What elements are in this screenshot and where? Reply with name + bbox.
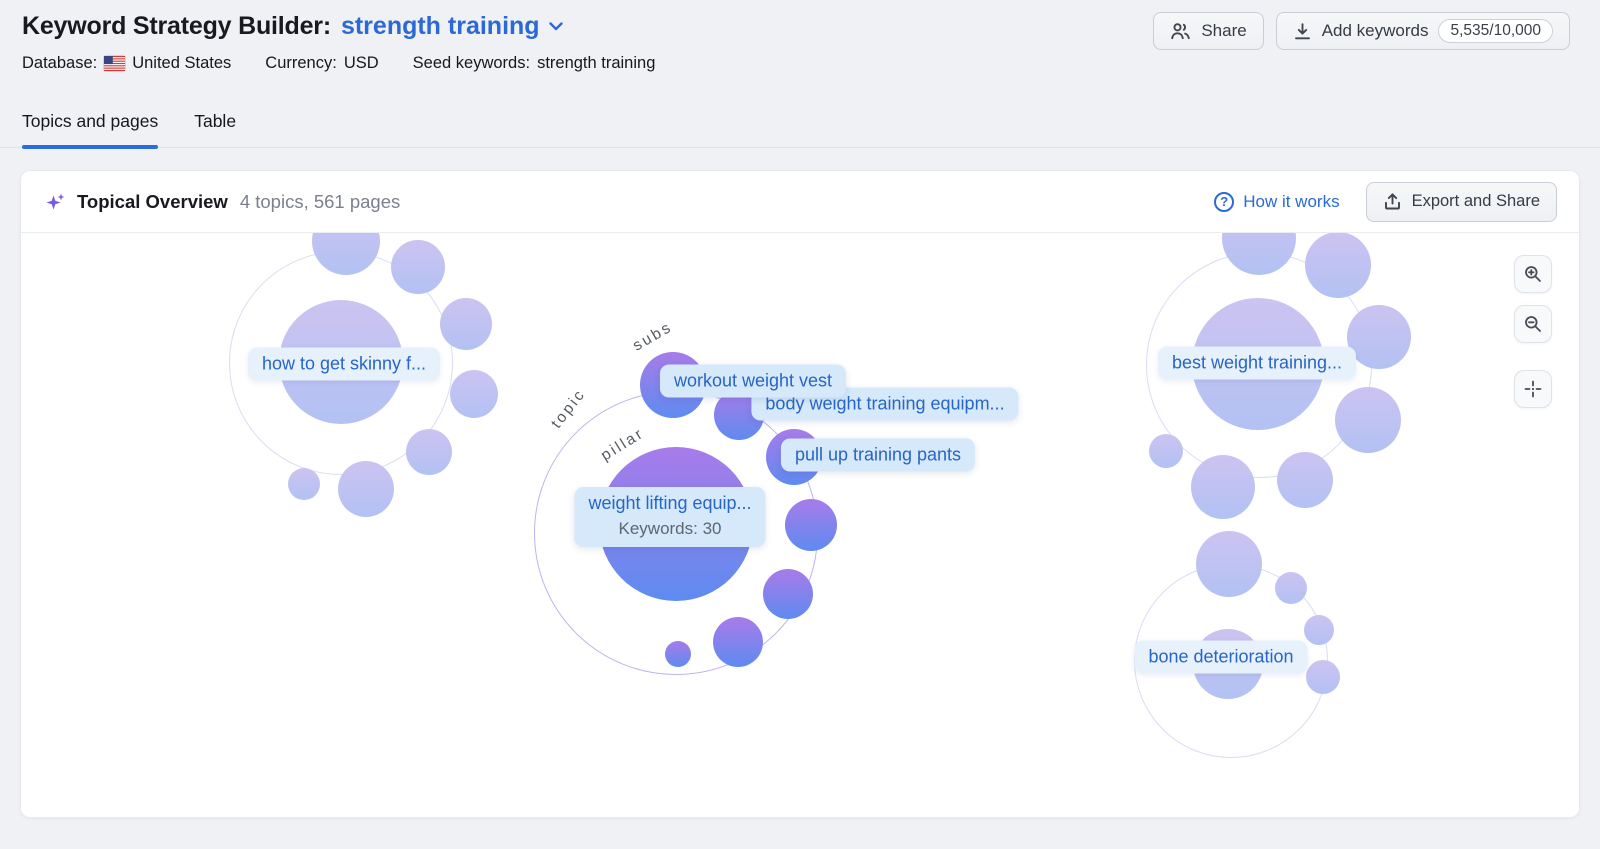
topic-bubble[interactable]	[1196, 531, 1262, 597]
export-and-share-button[interactable]: Export and Share	[1365, 181, 1557, 222]
upload-icon	[1383, 192, 1402, 211]
topic-bubble[interactable]	[288, 468, 320, 500]
topic-label[interactable]: workout weight vest	[659, 364, 847, 398]
ai-sparkle-icon	[45, 191, 67, 213]
add-keywords-button[interactable]: Add keywords 5,535/10,000	[1275, 12, 1570, 50]
seed-keywords-meta: Seed keywords: strength training	[413, 54, 656, 73]
topic-bubble[interactable]	[338, 461, 394, 517]
topic-bubble[interactable]	[1335, 387, 1401, 453]
crosshair-icon	[1523, 379, 1543, 399]
how-it-works-link[interactable]: ? How it works	[1214, 191, 1340, 212]
topic-bubble[interactable]	[450, 370, 498, 418]
meta-row: Database: United States Currency: USD Se…	[22, 54, 655, 73]
tab-topics-and-pages[interactable]: Topics and pages	[22, 107, 159, 149]
zoom-out-button[interactable]	[1514, 305, 1552, 343]
share-users-icon	[1170, 21, 1191, 41]
database-meta: Database: United States	[22, 54, 231, 73]
card-header: Topical Overview 4 topics, 561 pages ? H…	[21, 171, 1579, 233]
currency-value: USD	[343, 54, 379, 72]
panel-title: Topical Overview	[77, 190, 228, 212]
zoom-out-icon	[1523, 314, 1543, 334]
topic-label[interactable]: bone deterioration	[1134, 640, 1308, 674]
seed-keywords-value: strength training	[537, 54, 656, 72]
database-value: United States	[132, 54, 232, 72]
page-title: Keyword Strategy Builder:	[22, 12, 331, 40]
question-circle-icon: ?	[1214, 191, 1235, 212]
currency-label: Currency:	[265, 54, 337, 72]
download-icon	[1293, 22, 1312, 41]
currency-meta: Currency: USD	[265, 54, 378, 73]
chevron-down-icon	[548, 22, 563, 31]
topic-bubble[interactable]	[1277, 452, 1333, 508]
topic-bubble[interactable]	[1191, 455, 1255, 519]
zoom-in-button[interactable]	[1514, 255, 1552, 293]
seed-keywords-label: Seed keywords:	[412, 54, 531, 72]
map-controls	[1514, 255, 1552, 408]
topic-bubble[interactable]	[1306, 660, 1340, 694]
tab-table[interactable]: Table	[194, 111, 237, 131]
topic-bubble[interactable]	[440, 298, 492, 350]
panel-summary: 4 topics, 561 pages	[239, 190, 401, 212]
export-and-share-label: Export and Share	[1411, 192, 1540, 210]
topical-overview-card: Topical Overview 4 topics, 561 pages ? H…	[20, 170, 1580, 818]
zoom-in-icon	[1523, 264, 1543, 284]
project-selector[interactable]: strength training	[341, 12, 563, 41]
topic-bubble[interactable]	[1305, 233, 1371, 298]
topic-bubble[interactable]	[1149, 434, 1183, 468]
share-button[interactable]: Share	[1153, 12, 1264, 50]
topic-bubble[interactable]	[1347, 305, 1411, 369]
tabs-bar: Topics and pages Table	[0, 107, 1600, 149]
fit-view-button[interactable]	[1514, 370, 1552, 408]
topic-bubble[interactable]	[406, 429, 452, 475]
topic-bubble[interactable]	[785, 499, 837, 551]
us-flag-icon	[103, 55, 127, 72]
topic-label[interactable]: best weight training...	[1157, 346, 1357, 380]
database-label: Database:	[22, 54, 98, 72]
keywords-quota-badge: 5,535/10,000	[1438, 19, 1553, 43]
topic-bubble[interactable]	[665, 641, 691, 667]
top-header: Keyword Strategy Builder: strength train…	[0, 0, 1600, 73]
topic-bubble[interactable]	[763, 569, 813, 619]
header-buttons: Share Add keywords 5,535/10,000	[1153, 12, 1570, 50]
topic-bubble[interactable]	[1304, 615, 1334, 645]
title-row: Keyword Strategy Builder: strength train…	[22, 12, 655, 41]
topic-label[interactable]: pull up training pants	[780, 438, 976, 472]
topic-label[interactable]: how to get skinny f...	[247, 347, 441, 381]
how-it-works-label: How it works	[1243, 191, 1340, 211]
arc-label-subs: subs	[629, 318, 676, 355]
topic-bubble[interactable]	[391, 240, 445, 294]
topic-label[interactable]: weight lifting equip... Keywords: 30	[574, 487, 766, 547]
share-button-label: Share	[1201, 21, 1247, 40]
add-keywords-label: Add keywords	[1321, 21, 1429, 40]
topic-bubble[interactable]	[713, 617, 763, 667]
topic-bubble[interactable]	[1275, 572, 1307, 604]
topical-map-canvas[interactable]: how to get skinny f... best weight traini…	[21, 233, 1579, 817]
project-name: strength training	[340, 12, 540, 40]
